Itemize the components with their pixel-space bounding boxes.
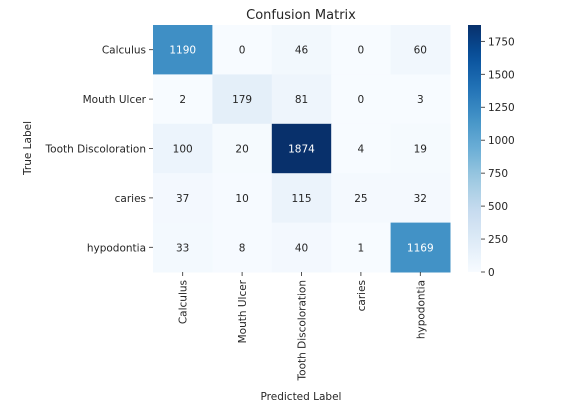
y-axis-label: True Label bbox=[22, 121, 34, 176]
heatmap-cell bbox=[390, 74, 451, 125]
cell-value-label: 1169 bbox=[407, 242, 434, 254]
colorbar-tick-label: 1500 bbox=[488, 69, 515, 81]
cell-value-label: 179 bbox=[232, 94, 252, 106]
cell-value-label: 8 bbox=[239, 242, 246, 254]
y-axis-ticks: Calculus Mouth Ulcer Tooth Discoloration ca… bbox=[45, 45, 153, 254]
heatmap-cell bbox=[271, 74, 332, 125]
colorbar-tick-label: 750 bbox=[488, 168, 508, 180]
heatmap-cell bbox=[331, 74, 392, 125]
colorbar-tick-label: 1000 bbox=[488, 135, 515, 147]
heatmap-cell bbox=[390, 25, 451, 75]
x-tick-label: Tooth Discoloration bbox=[297, 280, 309, 381]
x-axis-ticks: Calculus Mouth Ulcer Tooth Discoloration ca… bbox=[178, 272, 427, 381]
heatmap-cell bbox=[153, 123, 213, 174]
heatmap-cell bbox=[271, 123, 332, 174]
x-tick-label: Mouth Ulcer bbox=[237, 279, 249, 343]
colorbar-tick-label: 250 bbox=[488, 234, 508, 246]
heatmap-cell bbox=[153, 222, 213, 273]
y-tick-label: caries bbox=[115, 193, 146, 205]
x-tick-label: hypodontia bbox=[415, 280, 427, 339]
cell-value-label: 46 bbox=[295, 45, 309, 57]
cell-value-label: 10 bbox=[235, 193, 248, 205]
y-tick-label: Tooth Discoloration bbox=[45, 144, 146, 156]
colorbar-tick-label: 0 bbox=[488, 267, 495, 279]
colorbar-tick-label: 1750 bbox=[488, 36, 515, 48]
heatmap-cell bbox=[212, 222, 273, 273]
cell-value-label: 0 bbox=[239, 45, 246, 57]
cell-value-label: 37 bbox=[176, 193, 189, 205]
cell-value-label: 81 bbox=[295, 94, 308, 106]
cell-value-label: 4 bbox=[358, 144, 365, 156]
cell-value-label: 33 bbox=[176, 242, 189, 254]
heatmap-cell bbox=[153, 74, 213, 125]
cell-value-label: 100 bbox=[173, 144, 193, 156]
x-tick-label: Calculus bbox=[178, 280, 190, 324]
cell-value-label: 19 bbox=[414, 144, 427, 156]
cell-value-label: 1874 bbox=[288, 144, 315, 156]
heatmap-cell bbox=[331, 123, 392, 174]
cell-value-label: 40 bbox=[295, 242, 308, 254]
cell-value-label: 20 bbox=[235, 144, 248, 156]
y-tick-label: hypodontia bbox=[87, 242, 146, 254]
y-tick-label: Calculus bbox=[102, 45, 146, 57]
heatmap-cell bbox=[331, 173, 392, 224]
heatmap-cell bbox=[331, 222, 392, 273]
colorbar-tick-label: 1250 bbox=[488, 102, 515, 114]
heatmap-cell bbox=[212, 173, 273, 224]
cell-value-label: 0 bbox=[358, 45, 365, 57]
colorbar bbox=[468, 25, 481, 272]
cell-value-label: 32 bbox=[414, 193, 427, 205]
heatmap-cell bbox=[212, 25, 273, 75]
cell-value-label: 1190 bbox=[169, 45, 196, 57]
heatmap-cell bbox=[390, 173, 451, 224]
x-axis-label: Predicted Label bbox=[261, 391, 342, 403]
heatmap-cell bbox=[271, 25, 332, 75]
cell-value-label: 115 bbox=[291, 193, 311, 205]
heatmap-cell bbox=[271, 173, 332, 224]
heatmap-cell bbox=[153, 25, 213, 75]
colorbar-tick-label: 500 bbox=[488, 201, 508, 213]
heatmap-cell bbox=[271, 222, 332, 273]
cell-value-label: 0 bbox=[358, 94, 365, 106]
heatmap-cell bbox=[153, 173, 213, 224]
colorbar-ticks: 0 250 500 750 1000 1250 1500 1750 bbox=[481, 36, 515, 279]
x-tick-label: caries bbox=[356, 280, 368, 311]
cell-value-label: 3 bbox=[417, 94, 424, 106]
heatmap-cells bbox=[153, 25, 451, 273]
chart-title: Confusion Matrix bbox=[246, 8, 356, 23]
heatmap-cell bbox=[212, 123, 273, 174]
cell-value-label: 60 bbox=[414, 45, 427, 57]
heatmap-cell bbox=[390, 222, 451, 273]
cell-value-label: 2 bbox=[179, 94, 186, 106]
y-tick-label: Mouth Ulcer bbox=[83, 94, 147, 106]
heatmap-cell bbox=[331, 25, 392, 75]
heatmap-cell bbox=[212, 74, 273, 125]
cell-value-label: 25 bbox=[354, 193, 367, 205]
heatmap-cell bbox=[390, 123, 451, 174]
cell-value-label: 1 bbox=[358, 242, 365, 254]
